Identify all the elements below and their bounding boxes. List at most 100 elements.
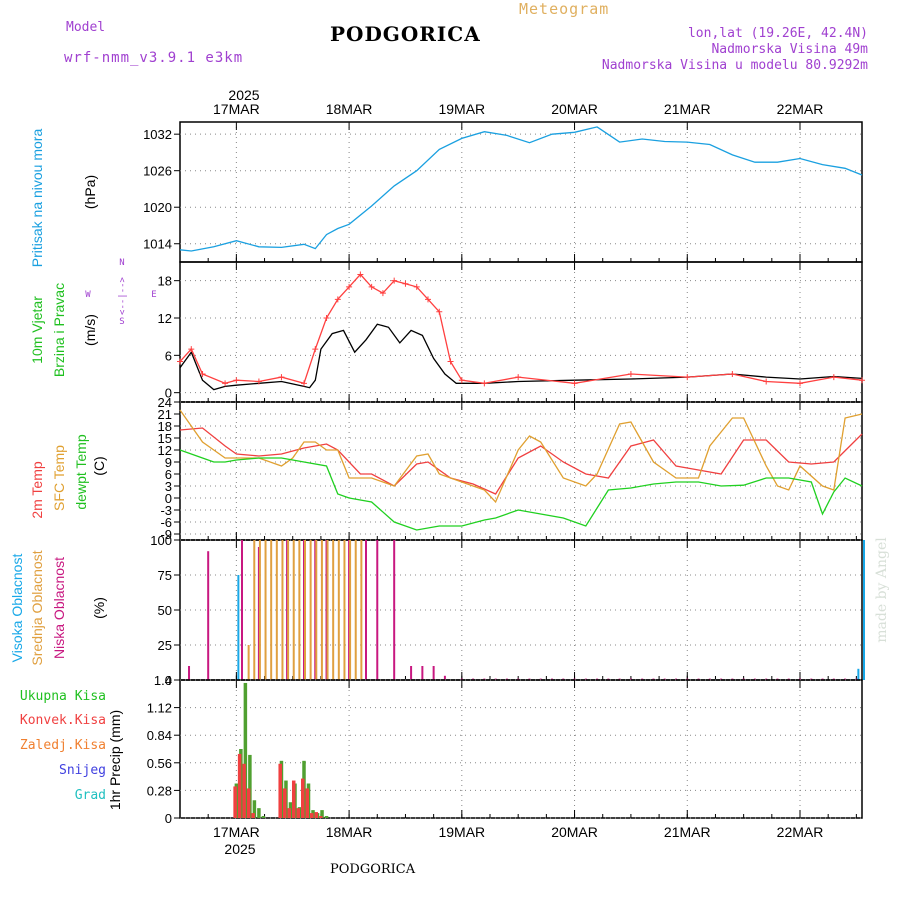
bar-konvek-kisa bbox=[291, 780, 296, 818]
bar-konvek-kisa bbox=[242, 763, 246, 818]
bar-srednja-oblacnost bbox=[326, 540, 329, 680]
bar-niska-oblacnost bbox=[393, 540, 396, 680]
gust-point bbox=[859, 377, 865, 384]
bar-niska-oblacnost bbox=[188, 666, 191, 680]
date-label-bottom: 22MAR bbox=[777, 824, 824, 840]
y-tick-label: 0 bbox=[165, 811, 172, 826]
series-line-speed bbox=[179, 323, 863, 391]
gust-point bbox=[222, 380, 229, 387]
wind-unit: (m/s) bbox=[82, 314, 98, 346]
date-label-top: 18MAR bbox=[326, 101, 373, 117]
legend-ukupna: Ukupna Kisa bbox=[20, 689, 106, 704]
y-tick-label: 24 bbox=[158, 395, 172, 410]
bar-srednja-oblacnost bbox=[354, 540, 357, 680]
bar-konvek-kisa bbox=[278, 763, 282, 818]
bar-srednja-oblacnost bbox=[270, 540, 273, 680]
date-label-bottom: 18MAR bbox=[326, 824, 373, 840]
meteogram-label: Meteogram bbox=[519, 0, 610, 18]
gust-point bbox=[830, 374, 837, 381]
bar-visoka-oblacnost bbox=[237, 575, 240, 680]
credit-text: made by Angel bbox=[874, 537, 890, 643]
cloud-high-label: Visoka Oblacnost bbox=[9, 554, 25, 663]
y-tick-label: 21 bbox=[158, 407, 172, 422]
gust-point bbox=[402, 280, 409, 287]
bar-niska-oblacnost bbox=[376, 540, 379, 680]
y-tick-label: 6 bbox=[165, 348, 172, 363]
footer-title: PODGORICA bbox=[330, 862, 416, 877]
model-label: Model bbox=[66, 20, 106, 35]
bar-konvek-kisa bbox=[246, 788, 251, 818]
y-tick-label: -9 bbox=[160, 527, 172, 542]
gust-point bbox=[368, 283, 375, 290]
date-label-bottom: 19MAR bbox=[438, 824, 485, 840]
y-tick-label: 1032 bbox=[143, 127, 172, 142]
y-tick-label: 100 bbox=[150, 533, 172, 548]
wind-label-2: Brzina i Pravac bbox=[51, 283, 67, 377]
bar-srednja-oblacnost bbox=[332, 540, 335, 680]
gust-point bbox=[357, 271, 364, 278]
gust-point bbox=[278, 374, 285, 381]
bar-niska-oblacnost bbox=[241, 540, 243, 680]
gust-point bbox=[312, 346, 319, 353]
bar-konvek-kisa bbox=[233, 786, 237, 818]
temp-2m-label: 2m Temp bbox=[29, 461, 45, 519]
temp-dew-label: dewpt Temp bbox=[73, 434, 89, 509]
location-coords: lon,lat (19.26E, 42.4N) bbox=[687, 26, 868, 41]
bar-konvek-kisa bbox=[282, 788, 287, 818]
legend-grad: Grad bbox=[75, 788, 106, 803]
bar-srednja-oblacnost bbox=[258, 540, 261, 680]
bar-konvek-kisa bbox=[251, 813, 255, 818]
gust-point bbox=[413, 283, 420, 290]
y-tick-label: 0 bbox=[165, 673, 172, 688]
bar-srednja-oblacnost bbox=[320, 540, 323, 680]
wind-label-1: 10m Vjetar bbox=[29, 296, 45, 364]
pressure-unit: (hPa) bbox=[82, 175, 98, 209]
bar-srednja-oblacnost bbox=[315, 540, 318, 680]
bar-konvek-kisa bbox=[310, 813, 314, 818]
gust-point bbox=[515, 374, 522, 381]
compass-w: W bbox=[85, 290, 91, 300]
date-label-top: 19MAR bbox=[438, 101, 485, 117]
bar-srednja-oblacnost bbox=[304, 540, 306, 680]
gust-point bbox=[684, 374, 691, 381]
model-elevation: Nadmorska Visina u modelu 80.9292m bbox=[601, 58, 868, 73]
bar-srednja-oblacnost bbox=[253, 540, 256, 680]
y-tick-label: 1.4 bbox=[154, 673, 172, 688]
y-tick-label: 1.12 bbox=[147, 701, 172, 716]
series-line-dewpt-temp bbox=[179, 449, 863, 531]
precip-legend: Ukupna Kisa Konvek.Kisa Zaledj.Kisa Snij… bbox=[20, 689, 106, 803]
y-tick-label: 0 bbox=[165, 386, 172, 401]
gust-point bbox=[255, 378, 262, 385]
bar-konvek-kisa bbox=[296, 808, 300, 818]
bar-konvek-kisa bbox=[319, 816, 323, 818]
date-label-top: 21MAR bbox=[664, 101, 711, 117]
y-tick-label: -6 bbox=[160, 515, 172, 530]
bar-niska-oblacnost bbox=[432, 666, 435, 680]
bar-srednja-oblacnost bbox=[292, 540, 295, 680]
y-tick-label: 1020 bbox=[143, 200, 172, 215]
y-tick-label: 1014 bbox=[143, 237, 172, 252]
bar-niska-oblacnost bbox=[443, 675, 446, 680]
y-tick-label: 12 bbox=[158, 311, 172, 326]
gust-point bbox=[346, 283, 353, 290]
compass-e: E bbox=[151, 290, 156, 300]
bar-konvek-kisa bbox=[305, 788, 310, 818]
bar-visoka-oblacnost bbox=[863, 540, 865, 680]
cloud-unit: (%) bbox=[91, 597, 107, 619]
station-elevation: Nadmorska Visina 49m bbox=[711, 42, 868, 57]
bar-srednja-oblacnost bbox=[343, 540, 346, 680]
gust-point bbox=[447, 358, 454, 365]
bar-srednja-oblacnost bbox=[275, 540, 278, 680]
bar-niska-oblacnost bbox=[421, 666, 424, 680]
cloud-mid-label: Srednja Oblacnost bbox=[29, 550, 45, 665]
date-label-bottom: 20MAR bbox=[551, 824, 598, 840]
panel-frame bbox=[179, 401, 863, 541]
gust-point bbox=[379, 290, 386, 297]
y-tick-label: 12 bbox=[158, 443, 172, 458]
y-tick-label: -3 bbox=[160, 503, 172, 518]
bar-srednja-oblacnost bbox=[264, 540, 267, 680]
bar-ukupna-kisa bbox=[320, 810, 324, 818]
bar-srednja-oblacnost bbox=[287, 540, 290, 680]
y-tick-label: 75 bbox=[158, 568, 172, 583]
